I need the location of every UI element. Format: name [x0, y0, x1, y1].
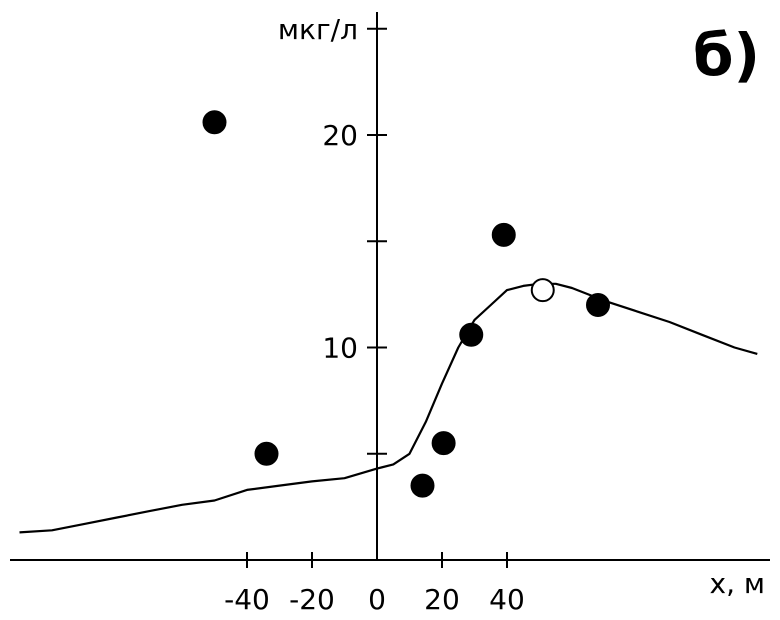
- data-point-filled: [254, 441, 279, 466]
- model-curve: [19, 282, 758, 534]
- data-point-filled: [431, 431, 456, 456]
- data-point-filled: [410, 473, 435, 498]
- panel-label: б): [693, 21, 760, 89]
- data-point-filled: [459, 322, 484, 347]
- x-tick-label: -40: [224, 583, 270, 616]
- y-axis-label: мкг/л: [278, 13, 358, 46]
- data-point-filled: [586, 293, 610, 317]
- data-point-open: [530, 278, 555, 303]
- point-layer: [202, 110, 610, 498]
- line-layer: [19, 282, 758, 534]
- x-tick-label: 20: [424, 583, 460, 616]
- data-point-filled: [491, 222, 516, 247]
- x-axis-label: x, м: [710, 567, 766, 600]
- x-tick-label: 0: [368, 583, 386, 616]
- x-tick-label: -20: [289, 583, 335, 616]
- x-tick-label: 40: [489, 583, 525, 616]
- data-point-filled: [202, 110, 227, 135]
- y-tick-label: 20: [322, 119, 358, 152]
- axes: -40 -20 0 20 40 10 20: [10, 12, 770, 616]
- y-tick-label: 10: [322, 332, 358, 365]
